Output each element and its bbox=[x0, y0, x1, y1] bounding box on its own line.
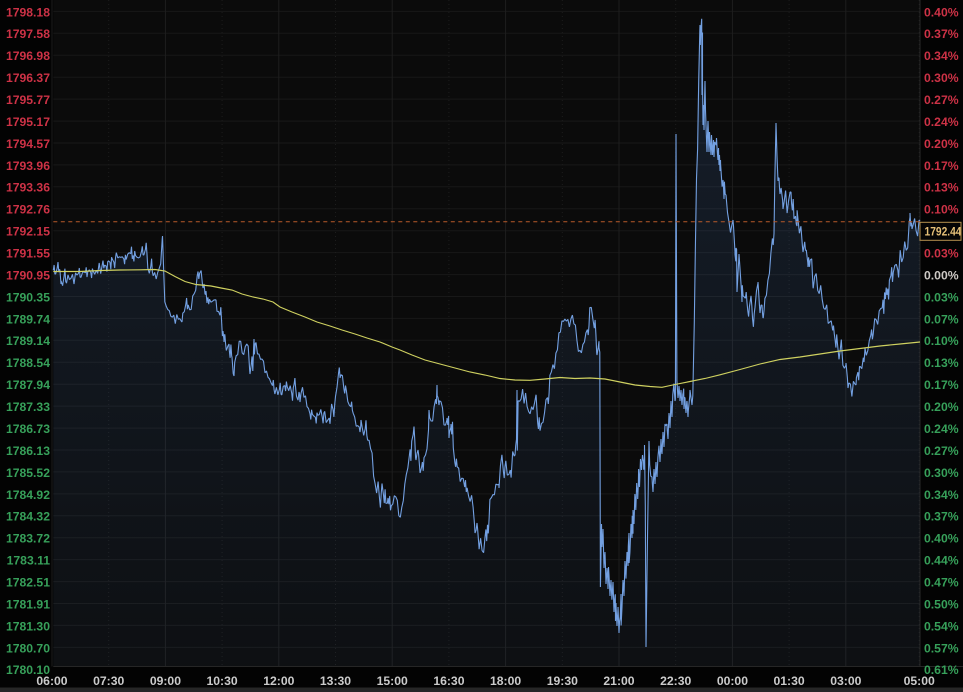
svg-text:1792.15: 1792.15 bbox=[6, 225, 50, 239]
svg-text:0.17%: 0.17% bbox=[924, 378, 959, 392]
svg-text:1798.18: 1798.18 bbox=[6, 5, 50, 19]
svg-text:1786.13: 1786.13 bbox=[6, 444, 50, 458]
svg-text:0.24%: 0.24% bbox=[924, 115, 959, 129]
svg-text:0.34%: 0.34% bbox=[924, 49, 959, 63]
svg-text:1792.44: 1792.44 bbox=[925, 224, 962, 238]
svg-text:22:30: 22:30 bbox=[660, 674, 691, 688]
svg-text:0.17%: 0.17% bbox=[924, 159, 959, 173]
svg-text:0.07%: 0.07% bbox=[924, 312, 959, 326]
svg-text:12:00: 12:00 bbox=[263, 674, 294, 688]
svg-text:1790.35: 1790.35 bbox=[6, 290, 50, 304]
svg-text:07:30: 07:30 bbox=[93, 674, 124, 688]
svg-text:0.37%: 0.37% bbox=[924, 510, 959, 524]
svg-text:1787.33: 1787.33 bbox=[6, 400, 50, 414]
svg-text:0.03%: 0.03% bbox=[924, 290, 959, 304]
svg-text:0.10%: 0.10% bbox=[924, 334, 959, 348]
svg-text:0.61%: 0.61% bbox=[924, 663, 959, 677]
svg-text:1780.10: 1780.10 bbox=[6, 663, 50, 677]
svg-text:0.54%: 0.54% bbox=[924, 619, 959, 633]
svg-text:1781.91: 1781.91 bbox=[6, 597, 50, 611]
svg-text:21:00: 21:00 bbox=[603, 674, 634, 688]
svg-text:0.40%: 0.40% bbox=[924, 5, 959, 19]
svg-text:0.40%: 0.40% bbox=[924, 532, 959, 546]
svg-text:0.30%: 0.30% bbox=[924, 71, 959, 85]
svg-text:1795.17: 1795.17 bbox=[6, 115, 50, 129]
svg-text:1794.57: 1794.57 bbox=[6, 137, 50, 151]
svg-text:1780.70: 1780.70 bbox=[6, 641, 50, 655]
svg-text:1793.96: 1793.96 bbox=[6, 159, 50, 173]
svg-text:1783.11: 1783.11 bbox=[7, 554, 51, 568]
svg-text:18:00: 18:00 bbox=[490, 674, 521, 688]
svg-text:01:30: 01:30 bbox=[774, 674, 805, 688]
svg-text:13:30: 13:30 bbox=[320, 674, 351, 688]
svg-text:1791.55: 1791.55 bbox=[6, 247, 50, 261]
svg-text:1784.92: 1784.92 bbox=[6, 488, 50, 502]
svg-text:15:00: 15:00 bbox=[377, 674, 408, 688]
svg-text:1793.36: 1793.36 bbox=[6, 181, 50, 195]
svg-text:0.24%: 0.24% bbox=[924, 422, 959, 436]
svg-text:0.44%: 0.44% bbox=[924, 554, 959, 568]
svg-text:1792.76: 1792.76 bbox=[6, 203, 50, 217]
svg-text:0.57%: 0.57% bbox=[924, 641, 959, 655]
svg-text:0.27%: 0.27% bbox=[924, 93, 959, 107]
svg-text:1781.30: 1781.30 bbox=[6, 619, 50, 633]
svg-text:0.10%: 0.10% bbox=[924, 203, 959, 217]
svg-text:16:30: 16:30 bbox=[433, 674, 464, 688]
svg-text:10:30: 10:30 bbox=[207, 674, 238, 688]
svg-text:0.03%: 0.03% bbox=[924, 247, 959, 261]
svg-text:1786.73: 1786.73 bbox=[6, 422, 50, 436]
svg-text:0.13%: 0.13% bbox=[924, 181, 959, 195]
svg-text:1796.98: 1796.98 bbox=[6, 49, 50, 63]
svg-text:1784.32: 1784.32 bbox=[6, 510, 50, 524]
svg-text:0.37%: 0.37% bbox=[924, 27, 959, 41]
svg-text:09:00: 09:00 bbox=[150, 674, 181, 688]
svg-text:0.13%: 0.13% bbox=[924, 356, 959, 370]
svg-text:0.47%: 0.47% bbox=[924, 576, 959, 590]
svg-text:19:30: 19:30 bbox=[547, 674, 578, 688]
svg-text:1782.51: 1782.51 bbox=[6, 576, 50, 590]
svg-text:1789.74: 1789.74 bbox=[6, 312, 50, 326]
svg-text:1789.14: 1789.14 bbox=[6, 334, 50, 348]
svg-text:0.34%: 0.34% bbox=[924, 488, 959, 502]
svg-text:0.00%: 0.00% bbox=[924, 269, 959, 283]
svg-text:0.30%: 0.30% bbox=[924, 466, 959, 480]
svg-text:05:00: 05:00 bbox=[904, 674, 935, 688]
svg-text:0.50%: 0.50% bbox=[924, 597, 959, 611]
svg-text:06:00: 06:00 bbox=[36, 674, 67, 688]
svg-text:1790.95: 1790.95 bbox=[6, 269, 50, 283]
svg-text:0.27%: 0.27% bbox=[924, 444, 959, 458]
svg-text:1787.94: 1787.94 bbox=[6, 378, 50, 392]
svg-text:1797.58: 1797.58 bbox=[6, 27, 50, 41]
svg-text:1785.52: 1785.52 bbox=[6, 466, 50, 480]
svg-text:1783.72: 1783.72 bbox=[6, 532, 50, 546]
svg-text:1788.54: 1788.54 bbox=[6, 356, 50, 370]
svg-text:1795.77: 1795.77 bbox=[6, 93, 50, 107]
svg-text:0.20%: 0.20% bbox=[924, 137, 959, 151]
svg-text:0.20%: 0.20% bbox=[924, 400, 959, 414]
svg-text:03:00: 03:00 bbox=[830, 674, 861, 688]
svg-text:00:00: 00:00 bbox=[717, 674, 748, 688]
svg-text:1796.37: 1796.37 bbox=[6, 71, 50, 85]
